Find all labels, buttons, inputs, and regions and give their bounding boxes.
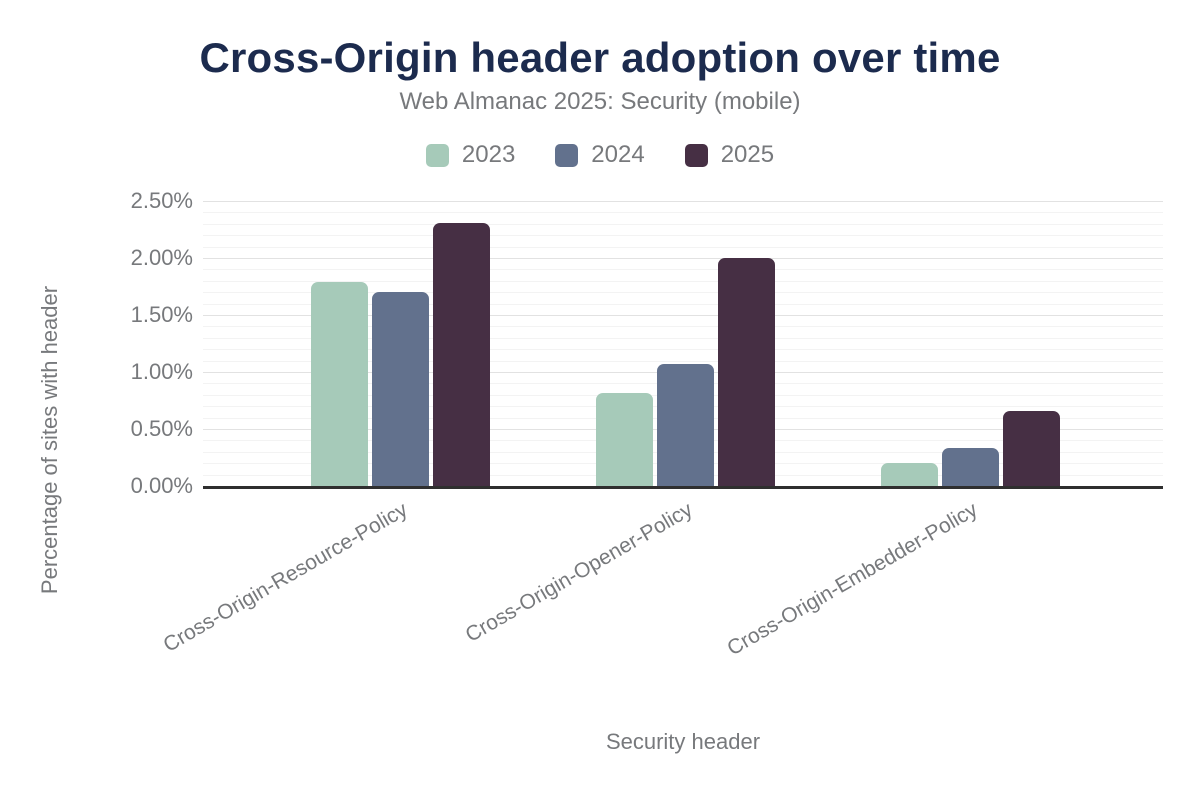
x-axis-title: Security header: [605, 729, 761, 754]
chart-subtitle: Web Almanac 2025: Security (mobile): [399, 88, 801, 115]
gridline-major: [203, 258, 1163, 259]
gridline-minor: [203, 338, 1163, 339]
legend-label-2025: 2025: [720, 141, 775, 168]
legend-item-2023[interactable]: 2023: [425, 141, 516, 169]
y-tick-label: 1.50%: [130, 302, 193, 327]
bar-2025-cross-origin-opener-policy[interactable]: [718, 258, 775, 486]
bar-2025-cross-origin-embedder-policy[interactable]: [1003, 411, 1060, 486]
gridline-minor: [203, 292, 1163, 293]
bar-2024-cross-origin-embedder-policy[interactable]: [942, 448, 999, 486]
y-tick-label: 0.00%: [130, 473, 193, 498]
y-tick-label: 1.00%: [130, 359, 193, 384]
bar-2025-cross-origin-resource-policy[interactable]: [433, 223, 490, 486]
legend: 2023 2024 2025: [0, 141, 1200, 169]
gridline-minor: [203, 304, 1163, 305]
y-tick-label: 2.00%: [130, 245, 193, 270]
gridline-major: [203, 201, 1163, 202]
chart-title: Cross-Origin header adoption over time: [199, 34, 1001, 81]
bar-2023-cross-origin-opener-policy[interactable]: [596, 393, 653, 486]
gridline-minor: [203, 361, 1163, 362]
gridline-minor: [203, 247, 1163, 248]
legend-swatch-2023: [425, 143, 449, 167]
y-tick-label: 0.50%: [130, 416, 193, 441]
legend-label-2024: 2024: [591, 141, 645, 168]
bar-2023-cross-origin-resource-policy[interactable]: [311, 282, 368, 486]
bar-2024-cross-origin-resource-policy[interactable]: [372, 292, 429, 486]
legend-item-2025[interactable]: 2025: [684, 141, 775, 169]
legend-item-2024[interactable]: 2024: [555, 141, 645, 169]
gridline-major: [203, 315, 1163, 316]
x-tick-label: Cross-Origin-Opener-Policy: [461, 498, 697, 647]
gridline-minor: [203, 224, 1163, 225]
legend-label-2023: 2023: [461, 141, 516, 168]
gridline-minor: [203, 349, 1163, 350]
x-axis-line: [203, 486, 1163, 489]
gridline-minor: [203, 326, 1163, 327]
bar-2023-cross-origin-embedder-policy[interactable]: [881, 463, 938, 486]
gridline-minor: [203, 281, 1163, 282]
bar-2024-cross-origin-opener-policy[interactable]: [657, 364, 714, 486]
legend-swatch-2025: [684, 143, 708, 167]
gridline-minor: [203, 212, 1163, 213]
x-tick-label: Cross-Origin-Embedder-Policy: [723, 498, 982, 661]
x-tick-label: Cross-Origin-Resource-Policy: [159, 498, 412, 657]
gridline-minor: [203, 235, 1163, 236]
gridline-minor: [203, 269, 1163, 270]
y-tick-label: 2.50%: [130, 188, 193, 213]
legend-swatch-2024: [555, 143, 579, 167]
